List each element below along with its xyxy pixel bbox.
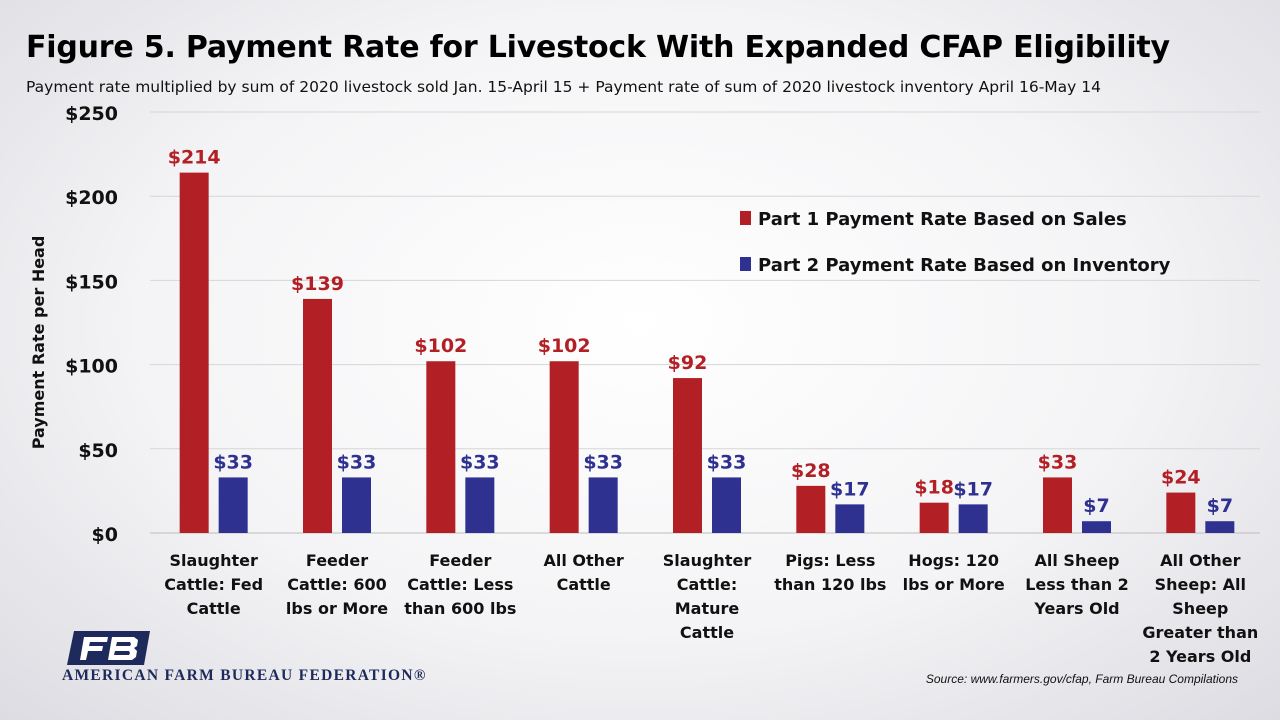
x-category-label: Slaughter — [169, 551, 258, 570]
x-category-label: Hogs: 120 — [908, 551, 999, 570]
x-category-label: 2 Years Old — [1149, 647, 1251, 666]
x-category-label: than 600 lbs — [404, 599, 516, 618]
x-category-label: Greater than — [1142, 623, 1258, 642]
value-label-part1: $139 — [291, 273, 344, 295]
y-tick-label: $200 — [65, 187, 118, 209]
source-note: Source: www.farmers.gov/cfap, Farm Burea… — [925, 672, 1238, 686]
value-label-part1: $33 — [1038, 451, 1078, 473]
x-category-label: lbs or More — [903, 575, 1005, 594]
value-label-part1: $28 — [791, 460, 831, 482]
y-axis-title: Payment Rate per Head — [29, 236, 48, 450]
value-label-part2: $33 — [213, 451, 253, 473]
value-label-part2: $17 — [953, 478, 993, 500]
x-category-label: Sheep: All — [1155, 575, 1246, 594]
bar-part1 — [426, 361, 456, 533]
x-category-label: lbs or More — [286, 599, 388, 618]
x-category-label: Cattle: Fed — [164, 575, 263, 594]
value-label-part2: $17 — [830, 478, 870, 500]
x-category-label: than 120 lbs — [774, 575, 886, 594]
farm-bureau-logo — [67, 631, 150, 665]
x-category-label: All Other — [1160, 551, 1240, 570]
bar-part2 — [712, 477, 741, 533]
bar-part1 — [549, 361, 579, 533]
value-label-part2: $7 — [1083, 495, 1109, 517]
x-category-label: Cattle — [557, 575, 611, 594]
chart-title: Figure 5. Payment Rate for Livestock Wit… — [26, 30, 1170, 65]
value-label-part1: $24 — [1161, 467, 1201, 489]
x-category-label: Cattle: — [677, 575, 738, 594]
bar-part1 — [1166, 492, 1196, 533]
x-category-label: All Other — [544, 551, 624, 570]
bar-part1 — [179, 172, 209, 533]
value-label-part1: $18 — [914, 477, 954, 499]
bar-part2 — [958, 504, 988, 533]
bar-part1 — [919, 502, 949, 533]
chart-subtitle: Payment rate multiplied by sum of 2020 l… — [26, 78, 1101, 96]
value-label-part2: $33 — [337, 451, 377, 473]
bar-part2 — [1082, 521, 1111, 533]
legend-label-part2: Part 2 Payment Rate Based on Inventory — [758, 255, 1171, 276]
bar-part2 — [1205, 521, 1235, 533]
value-label-part1: $102 — [538, 335, 591, 357]
y-tick-label: $150 — [65, 271, 118, 293]
bar-part2 — [218, 477, 248, 533]
x-category-label: Cattle: 600 — [287, 575, 387, 594]
y-tick-label: $50 — [78, 440, 118, 462]
y-tick-label: $250 — [65, 103, 118, 125]
value-label-part1: $102 — [414, 335, 467, 357]
value-label-part2: $33 — [460, 451, 500, 473]
value-label-part1: $214 — [168, 147, 221, 169]
value-label-part2: $7 — [1207, 495, 1233, 517]
x-category-label: Feeder — [306, 551, 368, 570]
x-category-label: Sheep — [1172, 599, 1228, 618]
y-tick-label: $0 — [92, 524, 118, 546]
value-label-part2: $33 — [583, 451, 623, 473]
x-category-label: Cattle: Less — [407, 575, 513, 594]
x-category-label: Cattle — [680, 623, 734, 642]
y-tick-label: $100 — [65, 356, 118, 378]
bar-part2 — [342, 477, 371, 533]
bar-part2 — [465, 477, 495, 533]
x-category-label: Cattle — [187, 599, 241, 618]
legend-swatch-part1 — [740, 211, 751, 225]
bar-part1 — [1043, 477, 1072, 533]
bar-part1 — [673, 378, 702, 533]
legend-swatch-part2 — [740, 257, 751, 271]
legend-label-part1: Part 1 Payment Rate Based on Sales — [758, 209, 1127, 230]
organization-name: AMERICAN FARM BUREAU FEDERATION® — [62, 667, 427, 684]
value-label-part1: $92 — [668, 352, 708, 374]
x-category-label: Feeder — [429, 551, 491, 570]
x-category-label: Mature — [675, 599, 740, 618]
x-category-label: Pigs: Less — [785, 551, 875, 570]
x-category-label: Years Old — [1033, 599, 1119, 618]
bar-part1 — [303, 298, 332, 533]
bar-part2 — [835, 504, 865, 533]
x-category-label: All Sheep — [1035, 551, 1120, 570]
bar-part2 — [588, 477, 618, 533]
x-category-label: Less than 2 — [1025, 575, 1129, 594]
bar-part1 — [796, 485, 826, 533]
x-category-label: Slaughter — [663, 551, 752, 570]
value-label-part2: $33 — [707, 451, 747, 473]
